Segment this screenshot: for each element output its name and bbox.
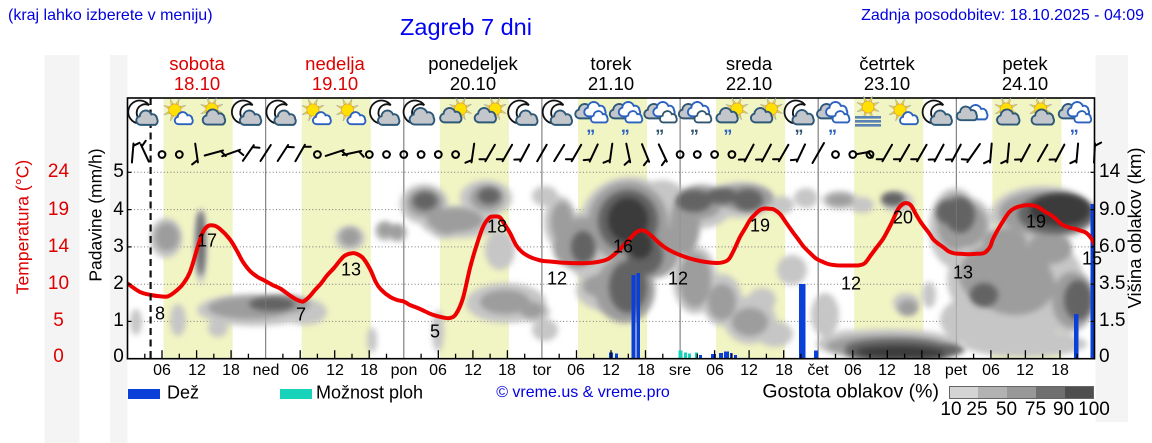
svg-text:„: „ [690, 116, 699, 136]
svg-text:„: „ [586, 116, 595, 136]
svg-text:„: „ [621, 116, 630, 136]
svg-text:„: „ [723, 116, 732, 136]
svg-text:„: „ [794, 116, 803, 136]
svg-text:„: „ [828, 116, 837, 136]
svg-text:„: „ [1070, 116, 1079, 136]
svg-text:„: „ [655, 116, 664, 136]
